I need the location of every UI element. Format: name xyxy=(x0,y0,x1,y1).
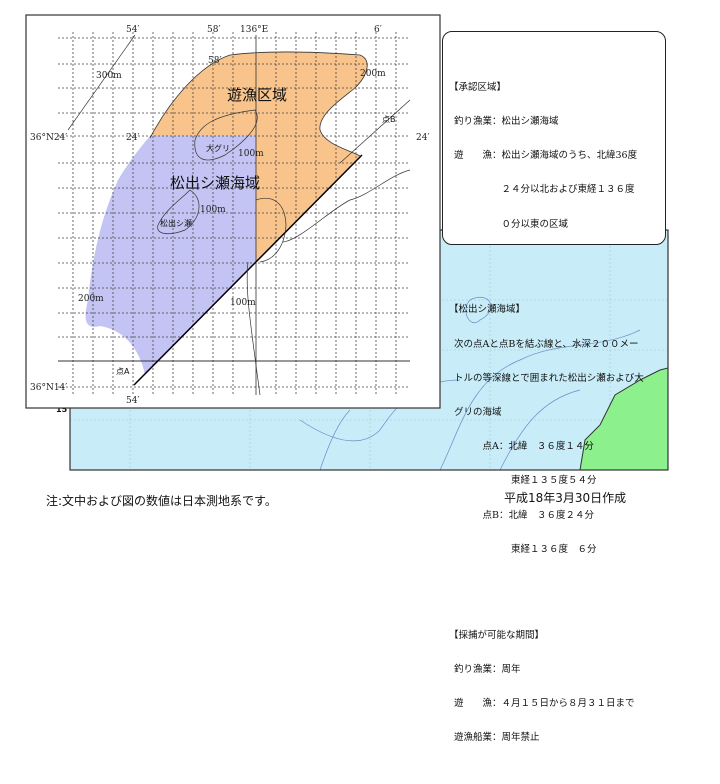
info-line: 釣り漁業：周年 xyxy=(454,663,521,675)
period-section: 【採捕が可能な期間】 釣り漁業：周年 遊 漁：４月１５日から８月３１日まで 遊漁… xyxy=(449,607,659,767)
depth-label: 200m xyxy=(78,294,104,304)
depth-label: 100m xyxy=(238,149,264,159)
approved-area-section: 【承認区域】 釣り漁業：松出シ瀬海域 遊 漁：松出シ瀬海域のうち、北緯36度 ２… xyxy=(449,59,659,253)
matsude-area-section: 【松出シ瀬海域】 次の点Aと点Bを結ぶ線と、水深２００メー トルの等深線とで囲ま… xyxy=(449,282,659,579)
section-title: 【承認区域】 xyxy=(449,81,507,93)
info-line: 次の点Aと点Bを結ぶ線と、水深２００メー xyxy=(454,338,639,350)
footer-date: 平成18年3月30日作成 xyxy=(504,491,627,505)
matsudeshise-zone xyxy=(85,136,256,375)
depth-label: 100m xyxy=(200,205,226,215)
lon-label: 136°E xyxy=(240,25,268,35)
depth-contours xyxy=(67,34,411,396)
info-line: 遊 漁：４月１５日から８月３１日まで xyxy=(454,698,635,710)
place-oguri-label: 大グリ xyxy=(206,143,230,153)
lat-label: 24′ xyxy=(416,133,430,143)
boundary-line-a-b xyxy=(133,154,363,386)
info-line: 東経１３５度５４分 xyxy=(454,475,597,487)
zone-leisure-label: 遊漁区域 xyxy=(227,86,287,104)
info-line: 釣り漁業：松出シ瀬海域 xyxy=(454,115,559,127)
info-line: ０分以東の区域 xyxy=(454,218,569,230)
frame-label: 15 xyxy=(56,405,68,414)
lat-label: 24′ xyxy=(126,133,140,143)
inset-labels: 遊漁区域 松出シ瀬海域 大グリ 松出シ瀬 点A 点B 300m 200m 100… xyxy=(30,25,430,406)
info-line: 遊漁船業：周年禁止 xyxy=(454,732,540,744)
lon-label: 58′ xyxy=(208,56,222,66)
leisure-fishing-zone xyxy=(150,51,368,262)
lon-label: 54′ xyxy=(126,25,140,35)
footer-note: 注:文中および図の数値は日本測地系です。 xyxy=(46,494,277,508)
info-line: ２４分以北および東経１３６度 xyxy=(454,184,635,196)
info-line: トルの等深線とで囲まれた松出シ瀬および大 xyxy=(454,372,644,384)
lon-label: 6′ xyxy=(374,25,382,35)
zone-matsude-label: 松出シ瀬海域 xyxy=(170,174,260,192)
section-title: 【松出シ瀬海域】 xyxy=(449,304,526,316)
info-line: グリの海域 xyxy=(454,407,502,418)
depth-label: 200m xyxy=(360,69,386,79)
info-line: 点B：北緯 ３６度２４分 xyxy=(454,509,594,521)
point-a-label: 点A xyxy=(116,367,130,376)
lon-label: 58′ xyxy=(207,25,221,35)
place-matsudeshise-label: 松出シ瀬 xyxy=(160,218,192,228)
lon-label: 54′ xyxy=(126,396,140,406)
info-line: 点A：北緯 ３６度１４分 xyxy=(454,441,594,453)
info-line: 遊 漁：松出シ瀬海域のうち、北緯36度 xyxy=(454,150,638,162)
depth-label: 300m xyxy=(96,71,122,81)
info-line: 東経１３６度 ６分 xyxy=(454,543,597,555)
map: 15 遊漁区域 松出シ瀬海域 大グリ 松出シ瀬 点A 点B 300m 200m … xyxy=(25,14,669,471)
inset-grid xyxy=(58,32,410,395)
point-b-label: 点B xyxy=(382,115,396,124)
lat-label: 36°N14′ xyxy=(30,383,67,393)
info-box: 【承認区域】 釣り漁業：松出シ瀬海域 遊 漁：松出シ瀬海域のうち、北緯36度 ２… xyxy=(442,31,666,743)
depth-label: 100m xyxy=(230,298,256,308)
section-title: 【採捕が可能な期間】 xyxy=(449,629,545,641)
lat-label: 36°N24′ xyxy=(30,133,67,143)
